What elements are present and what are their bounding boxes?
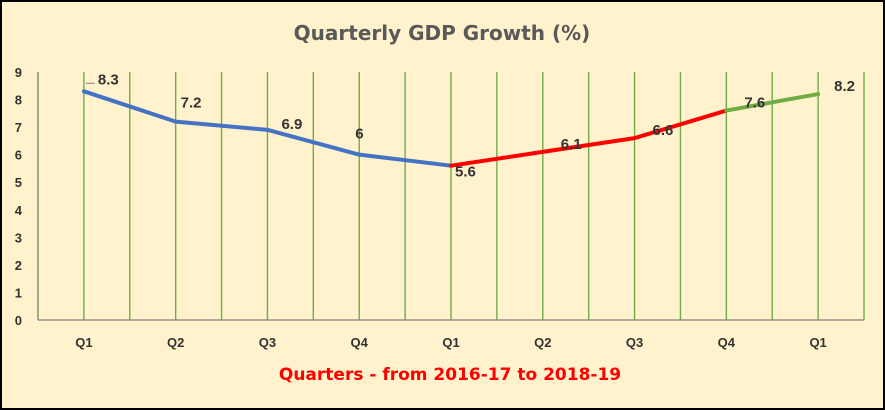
y-tick-label: 5: [15, 175, 22, 190]
y-tick-label: 4: [15, 203, 23, 218]
x-tick-label: Q4: [351, 335, 369, 350]
series-line-segment: [724, 92, 821, 113]
chart-title: Quarterly GDP Growth (%): [294, 21, 591, 45]
x-tick-label: Q4: [718, 335, 736, 350]
data-label: 6.9: [281, 116, 302, 133]
series-line-segment: [81, 89, 453, 168]
y-tick-label: 8: [15, 93, 22, 108]
x-tick-label: Q1: [75, 335, 92, 350]
x-tick-label: Q1: [442, 335, 459, 350]
y-tick-label: 7: [15, 120, 22, 135]
y-tick-label: 3: [15, 230, 22, 245]
x-tick-label: Q3: [626, 335, 643, 350]
x-tick-label: Q2: [534, 335, 551, 350]
data-label: 6: [355, 126, 363, 143]
data-label: 8.2: [834, 78, 855, 95]
x-tick-label: Q2: [167, 335, 184, 350]
data-label: 6.6: [653, 122, 674, 139]
data-label: 6.1: [561, 136, 582, 153]
y-tick-label: 1: [15, 285, 22, 300]
y-tick-label: 0: [15, 313, 22, 328]
x-axis-label: Quarters - from 2016-17 to 2018-19: [279, 365, 621, 385]
y-tick-label: 6: [15, 148, 22, 163]
x-tick-label: Q3: [259, 335, 276, 350]
data-label: 5.6: [455, 164, 476, 181]
x-tick-label: Q1: [809, 335, 826, 350]
series-line-segment: [449, 108, 729, 168]
data-label: 8.3: [98, 71, 119, 88]
y-tick-label: 9: [15, 65, 22, 80]
data-label: 7.2: [181, 95, 202, 112]
data-label: 7.6: [744, 95, 765, 112]
y-tick-label: 2: [15, 258, 22, 273]
